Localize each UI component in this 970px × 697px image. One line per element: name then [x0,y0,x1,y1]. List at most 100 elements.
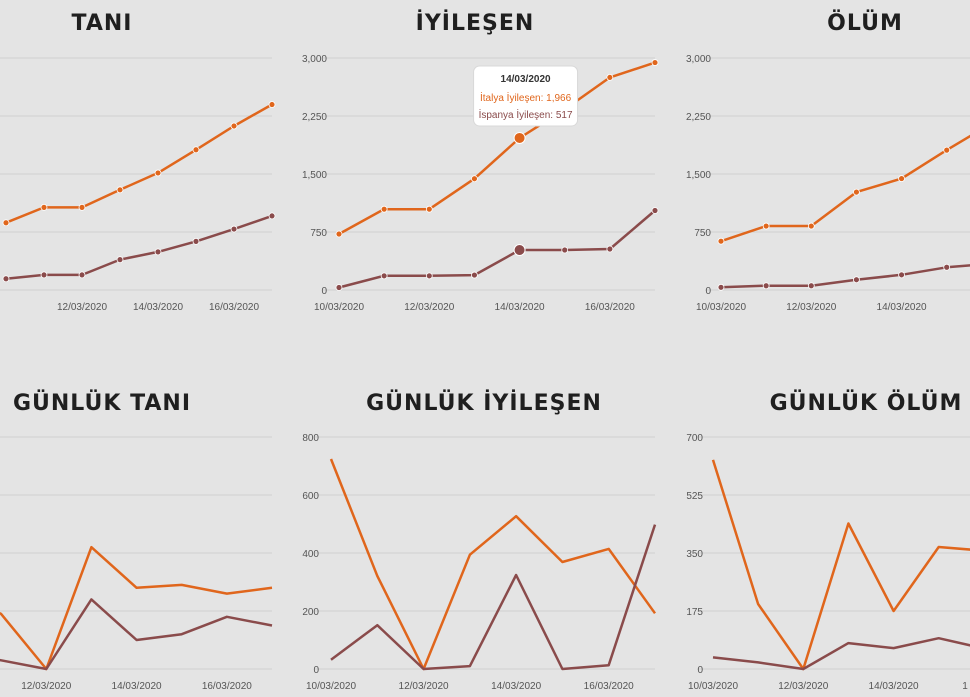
x-tick-label: 14/03/2020 [491,681,541,692]
series-line-2 [330,524,657,671]
series-line-2 [0,598,273,671]
data-point[interactable] [853,188,860,196]
series-line-1 [329,458,657,671]
y-tick-label: 200 [302,607,319,618]
data-point[interactable] [807,282,815,290]
data-point[interactable] [717,237,725,245]
chart-title: ÖLÜM [827,10,903,36]
x-tick-label: 14/03/2020 [495,302,545,313]
data-point[interactable] [116,186,124,194]
data-point[interactable] [268,212,276,220]
data-point[interactable] [154,169,162,177]
x-tick-label: 14/03/2020 [869,681,919,692]
x-tick-label: 16/03/2020 [584,681,634,692]
data-point[interactable] [762,282,770,290]
x-tick-label: 14/03/2020 [877,302,927,313]
x-tick-label: 12/03/2020 [778,681,828,692]
tooltip-line: İtalya İyileşen: 1,966 [480,91,572,104]
data-point[interactable] [335,230,343,238]
y-tick-label: 525 [686,491,703,502]
data-point[interactable] [230,225,238,233]
data-point[interactable] [40,203,48,211]
x-tick-label: 14/03/2020 [112,681,162,692]
tooltip-box [473,65,579,127]
chart-panel-4: GÜNLÜK TANI 12/03/2020 14/03/2020 16/03/202… [0,390,273,692]
chart-panel-2: İYİLEŞEN 0 750 1,500 2,250 3,000 10/03/2020 12/… [302,10,659,313]
data-point[interactable] [40,271,48,279]
data-point[interactable] [2,219,10,227]
x-tick-label: 16/03/2020 [209,302,259,313]
x-tick-label: 10/03/2020 [314,302,364,313]
y-tick-label: 0 [313,665,319,676]
data-point[interactable] [268,101,276,108]
x-tick-label: 12/03/2020 [21,681,71,692]
data-point[interactable] [513,244,526,257]
data-point[interactable] [943,263,951,271]
data-point[interactable] [425,205,433,213]
y-tick-label: 350 [686,549,703,560]
data-point[interactable] [471,175,478,183]
data-point[interactable] [471,271,478,279]
y-tick-label: 750 [694,228,711,239]
series-line-2 [712,636,970,671]
series-line-2 [720,264,970,289]
data-point[interactable] [807,222,815,230]
data-point[interactable] [2,275,10,283]
data-point[interactable] [192,237,200,245]
series-line-2 [338,209,656,289]
series-line-1 [338,61,656,236]
data-point[interactable] [78,203,86,211]
chart-title: TANI [72,11,133,36]
x-tick-label: 10/03/2020 [306,681,356,692]
data-point[interactable] [762,222,770,230]
x-tick-label: 16/03/2020 [202,681,252,692]
x-tick-label: 10/03/2020 [696,302,746,313]
data-point[interactable] [335,284,343,291]
y-tick-label: 3,000 [686,54,711,65]
x-tick-label: 12/03/2020 [404,302,454,313]
y-tick-label: 0 [321,286,327,297]
chart-title: İYİLEŞEN [416,10,535,36]
data-point[interactable] [717,283,725,291]
data-point[interactable] [230,122,238,130]
y-tick-label: 2,250 [302,112,327,123]
tooltip: 14/03/2020 İtalya İyileşen: 1,966 İspanya … [473,65,579,127]
data-point[interactable] [116,256,124,264]
x-tick-label: 1 [962,681,968,692]
tooltip-line: İspanya İyileşen: 517 [479,108,573,121]
chart-panel-1: TANI 12/03/2020 14/03/2020 16/03/2020 [0,11,276,313]
data-point[interactable] [425,272,433,280]
y-tick-label: 700 [686,433,703,444]
data-point[interactable] [651,59,659,66]
data-point[interactable] [853,276,860,284]
y-tick-label: 3,000 [302,54,327,65]
tooltip-title: 14/03/2020 [501,74,551,85]
data-point[interactable] [898,175,905,182]
y-tick-label: 2,250 [686,112,711,123]
series-line-2 [5,214,273,281]
chart-title: GÜNLÜK İYİLEŞEN [366,390,602,416]
data-point[interactable] [154,248,162,256]
data-point[interactable] [78,271,86,279]
data-point[interactable] [651,207,659,214]
data-point[interactable] [380,272,388,280]
x-tick-label: 10/03/2020 [688,681,738,692]
data-point[interactable] [380,205,388,213]
data-point[interactable] [606,74,614,81]
y-tick-label: 600 [302,491,319,502]
data-point[interactable] [561,246,569,254]
series-line-1 [0,545,273,671]
data-point[interactable] [943,146,951,154]
series-line-1 [711,459,970,671]
y-tick-label: 1,500 [302,170,327,181]
x-tick-label: 16/03/2020 [585,302,635,313]
x-tick-label: 14/03/2020 [133,302,183,313]
x-tick-label: 12/03/2020 [57,302,107,313]
chart-title: GÜNLÜK ÖLÜM [770,390,963,416]
data-point[interactable] [606,245,614,253]
data-point[interactable] [513,131,526,144]
data-point[interactable] [898,271,905,279]
y-tick-label: 750 [310,228,327,239]
data-point[interactable] [192,146,200,154]
y-tick-label: 400 [302,549,319,560]
